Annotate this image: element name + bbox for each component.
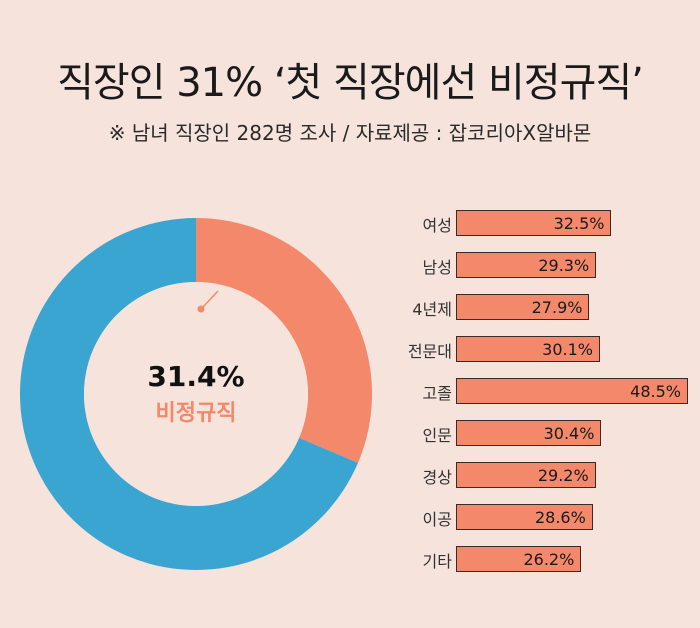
bar-category-label: 전문대 xyxy=(407,342,452,361)
bar-category-label: 경상 xyxy=(422,468,452,487)
donut-center-label: 비정규직 xyxy=(155,401,237,426)
bar: 29.2% xyxy=(456,462,596,488)
bar-value-label: 30.1% xyxy=(542,340,593,359)
bar-row: 4년제 27.9% xyxy=(370,292,700,322)
bar-value-label: 27.9% xyxy=(531,298,583,317)
bar-row: 전문대 30.1% xyxy=(370,334,700,364)
donut-center: 31.4% 비정규직 xyxy=(96,360,296,427)
bar-row: 기타 26.2% xyxy=(370,544,700,574)
bar-value-label: 29.3% xyxy=(538,256,590,275)
bar-value-label: 32.5% xyxy=(553,214,605,233)
page-subtitle: ※ 남녀 직장인 282명 조사 / 자료제공 : 잡코리아X알바몬 xyxy=(108,121,592,145)
bar-value-label: 30.4% xyxy=(543,424,595,443)
bar-value-label: 29.2% xyxy=(537,466,589,485)
donut-chart xyxy=(20,218,373,570)
bar-row: 고졸 48.5% xyxy=(370,376,700,406)
bar: 32.5% xyxy=(456,210,612,236)
bar: 28.6% xyxy=(456,504,593,530)
donut-slice-1 xyxy=(20,218,358,570)
bar-row: 이공 28.6% xyxy=(370,502,700,532)
donut-slice-0 xyxy=(196,218,373,463)
bar-value-label: 26.2% xyxy=(523,550,575,569)
bar: 26.2% xyxy=(456,546,582,572)
bar-category-label: 이공 xyxy=(422,510,452,529)
donut-hole xyxy=(84,282,308,506)
page-title: 직장인 31% ‘첫 직장에선 비정규직’ xyxy=(57,60,644,106)
donut-center-value: 31.4% xyxy=(147,360,245,393)
bar-category-label: 기타 xyxy=(422,552,452,571)
bar-category-label: 4년제 xyxy=(412,300,452,319)
bar: 30.1% xyxy=(456,336,600,362)
bar-category-label: 인문 xyxy=(422,426,452,445)
bar-category-label: 여성 xyxy=(422,216,452,235)
bar-row: 여성 32.5% xyxy=(370,208,700,238)
bar: 29.3% xyxy=(456,252,597,278)
leader-dot xyxy=(197,305,205,313)
bar-category-label: 남성 xyxy=(422,258,452,277)
bar-value-label: 28.6% xyxy=(534,508,586,527)
bar-row: 경상 29.2% xyxy=(370,460,700,490)
leader-line xyxy=(201,290,219,309)
bar-row: 남성 29.3% xyxy=(370,250,700,280)
bar: 48.5% xyxy=(456,378,688,404)
bar-category-label: 고졸 xyxy=(422,384,452,403)
bar-value-label: 48.5% xyxy=(630,382,681,401)
bar-row: 인문 30.4% xyxy=(370,418,700,448)
bar: 30.4% xyxy=(456,420,602,446)
bar: 27.9% xyxy=(456,294,590,320)
